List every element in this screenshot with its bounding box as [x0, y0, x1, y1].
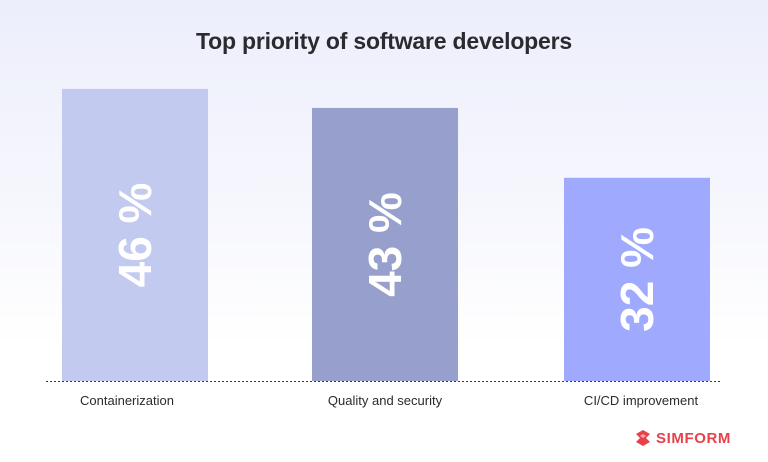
brand-name: SIMFORM: [656, 429, 732, 447]
bar-value-label-containerization: 46 %: [109, 183, 161, 288]
bar-quality-and-security: [312, 107, 458, 381]
bar-ci-cd-improvement: [564, 177, 710, 381]
category-label-containerization: Containerization: [80, 393, 174, 408]
bar-value-label-ci-cd-improvement: 32 %: [611, 227, 663, 332]
bar-containerization: [62, 88, 208, 382]
category-label-quality-and-security: Quality and security: [327, 393, 443, 408]
bar-value-label-quality-and-security: 43 %: [359, 192, 411, 297]
bars-group: 46 % 43 % 32 %: [62, 88, 710, 382]
brand-logo: SIMFORM: [634, 429, 731, 447]
category-label-ci-cd-improvement: CI/CD improvement: [583, 393, 699, 408]
chart-title: Top priority of software developers: [196, 28, 572, 54]
simform-logo-icon: [636, 430, 650, 446]
